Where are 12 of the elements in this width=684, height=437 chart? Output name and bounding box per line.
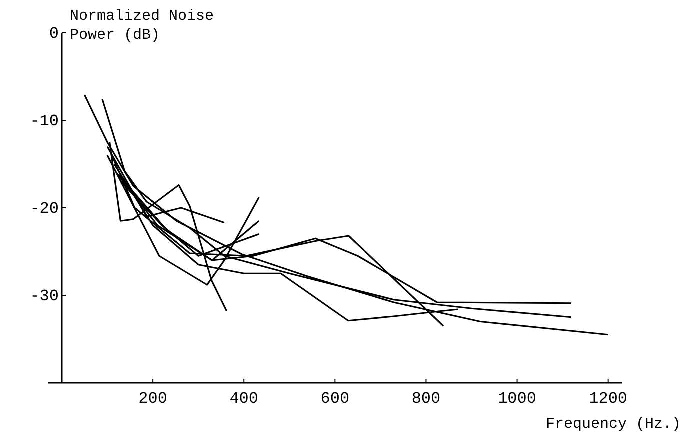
y-tick-label: 0 <box>49 25 59 43</box>
x-tick-label: 1000 <box>498 390 536 408</box>
y-tick-label: -30 <box>30 288 59 306</box>
x-tick-label: 800 <box>412 390 441 408</box>
y-tick-label: -10 <box>30 112 59 130</box>
x-tick-label: 600 <box>320 390 350 408</box>
x-tick-label: 200 <box>138 390 168 408</box>
y-axis-title: Normalized Noise Power (dB) <box>70 8 214 44</box>
x-tick-label: 400 <box>230 390 259 408</box>
x-tick-label: 1200 <box>589 390 628 408</box>
x-axis-title: Frequency (Hz.) <box>546 416 681 433</box>
y-tick-label: -20 <box>30 200 59 218</box>
